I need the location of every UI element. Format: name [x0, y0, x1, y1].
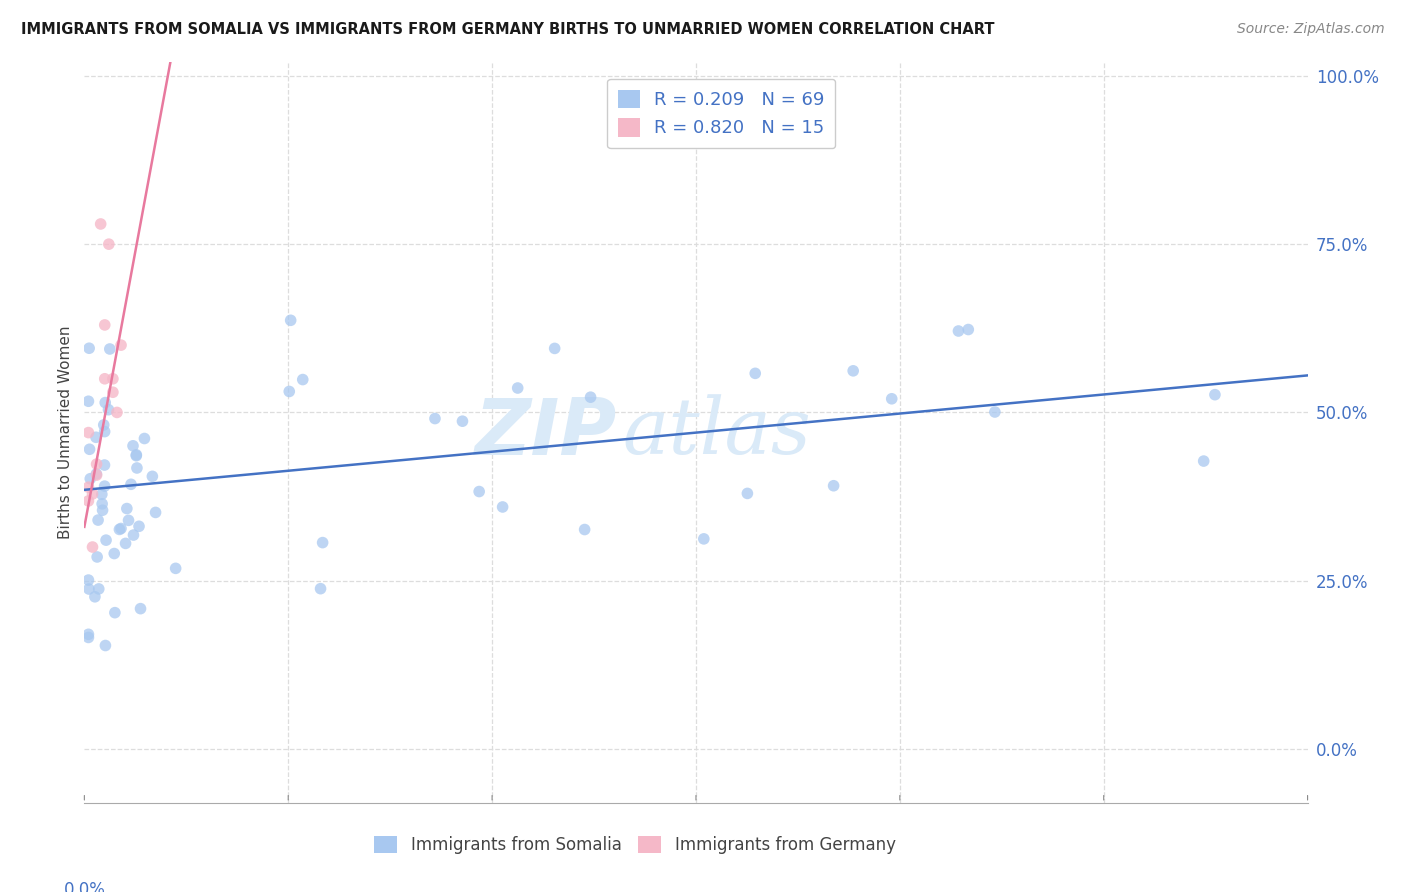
- Point: [165, 561, 187, 575]
- Y-axis label: Births to Unmarried Women: Births to Unmarried Women: [58, 326, 73, 540]
- Point: [948, 324, 970, 338]
- Point: [101, 385, 124, 400]
- Point: [134, 432, 156, 446]
- Point: [91, 497, 114, 511]
- Point: [98, 342, 121, 356]
- Point: [86, 457, 108, 471]
- Point: [506, 381, 529, 395]
- Point: [87, 582, 110, 596]
- Point: [737, 486, 759, 500]
- Point: [77, 627, 100, 641]
- Point: [129, 601, 152, 615]
- Point: [110, 338, 132, 352]
- Point: [579, 390, 602, 404]
- Point: [117, 513, 139, 527]
- Point: [79, 442, 101, 457]
- Point: [86, 468, 108, 483]
- Point: [86, 549, 108, 564]
- Text: Source: ZipAtlas.com: Source: ZipAtlas.com: [1237, 22, 1385, 37]
- Point: [125, 448, 148, 462]
- Point: [93, 458, 115, 472]
- Point: [114, 536, 136, 550]
- Point: [110, 521, 132, 535]
- Point: [77, 573, 100, 587]
- Text: atlas: atlas: [623, 394, 811, 471]
- Point: [128, 519, 150, 533]
- Point: [122, 439, 145, 453]
- Legend: Immigrants from Somalia, Immigrants from Germany: Immigrants from Somalia, Immigrants from…: [367, 830, 903, 861]
- Point: [880, 392, 903, 406]
- Point: [104, 606, 127, 620]
- Point: [125, 461, 148, 475]
- Point: [97, 402, 120, 417]
- Point: [94, 639, 117, 653]
- Point: [77, 494, 100, 508]
- Point: [91, 503, 114, 517]
- Point: [86, 467, 108, 481]
- Point: [103, 547, 125, 561]
- Point: [115, 501, 138, 516]
- Point: [84, 590, 107, 604]
- Point: [122, 528, 145, 542]
- Point: [451, 414, 474, 428]
- Point: [93, 318, 115, 332]
- Text: ZIP: ZIP: [474, 394, 616, 471]
- Point: [90, 217, 112, 231]
- Point: [491, 500, 513, 514]
- Point: [77, 394, 100, 409]
- Point: [125, 449, 148, 463]
- Point: [823, 479, 845, 493]
- Point: [309, 582, 332, 596]
- Point: [93, 417, 115, 432]
- Point: [84, 430, 107, 444]
- Point: [280, 313, 302, 327]
- Point: [90, 487, 112, 501]
- Point: [1204, 387, 1226, 401]
- Point: [93, 479, 115, 493]
- Point: [87, 513, 110, 527]
- Point: [574, 523, 596, 537]
- Point: [82, 540, 104, 554]
- Point: [842, 364, 865, 378]
- Point: [77, 631, 100, 645]
- Point: [423, 411, 446, 425]
- Point: [101, 372, 124, 386]
- Point: [77, 480, 100, 494]
- Point: [1192, 454, 1215, 468]
- Point: [94, 533, 117, 548]
- Point: [79, 472, 101, 486]
- Point: [120, 477, 142, 491]
- Point: [744, 367, 766, 381]
- Point: [311, 535, 333, 549]
- Point: [108, 523, 131, 537]
- Point: [97, 237, 120, 252]
- Point: [957, 322, 980, 336]
- Point: [77, 425, 100, 440]
- Point: [984, 405, 1007, 419]
- Point: [82, 487, 104, 501]
- Point: [77, 582, 100, 596]
- Point: [141, 469, 163, 483]
- Point: [105, 405, 128, 419]
- Point: [543, 342, 565, 356]
- Point: [693, 532, 716, 546]
- Point: [93, 372, 115, 386]
- Point: [145, 505, 167, 519]
- Point: [77, 341, 100, 355]
- Point: [93, 425, 115, 439]
- Point: [278, 384, 301, 399]
- Point: [291, 373, 314, 387]
- Point: [468, 484, 491, 499]
- Text: 0.0%: 0.0%: [63, 880, 105, 892]
- Text: IMMIGRANTS FROM SOMALIA VS IMMIGRANTS FROM GERMANY BIRTHS TO UNMARRIED WOMEN COR: IMMIGRANTS FROM SOMALIA VS IMMIGRANTS FR…: [21, 22, 994, 37]
- Point: [94, 395, 117, 409]
